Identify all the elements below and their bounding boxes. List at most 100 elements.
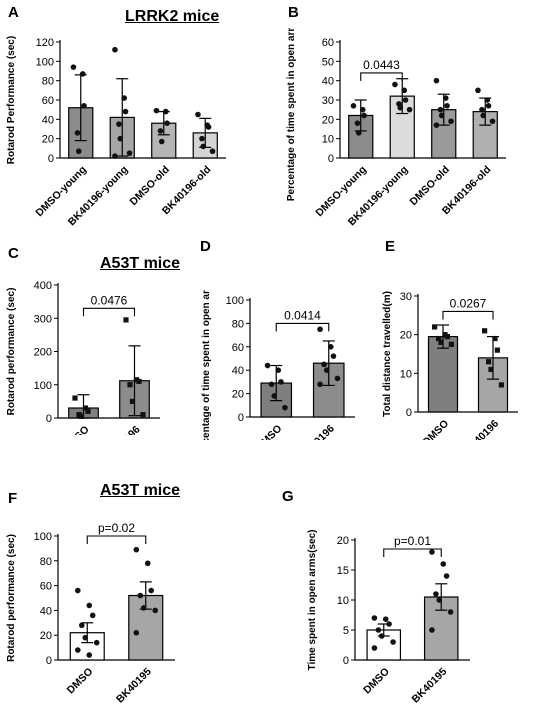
data-point-d-1 <box>327 344 334 350</box>
data-point-d-0 <box>282 404 288 411</box>
panel-label-b: B <box>288 4 299 21</box>
panel-label-f: F <box>8 490 18 507</box>
data-point-b-0 <box>350 103 357 109</box>
chart-g: 0 5 10 15 20 Time spent in open arms(sec) DMSO… <box>307 530 470 705</box>
data-point-e-0 <box>444 334 450 340</box>
group-title-a53t-bottom: A53T mice <box>100 482 181 499</box>
panel-label-g: G <box>282 488 294 505</box>
data-point-a-3 <box>199 135 205 142</box>
data-point-c-1 <box>129 398 136 404</box>
significance-bracket-d <box>275 322 330 332</box>
data-point-b-3 <box>484 97 491 103</box>
y-tick-label-e: 0 <box>406 407 412 419</box>
data-point-b-0 <box>361 112 367 119</box>
data-point-g-1 <box>433 591 439 597</box>
y-axis-label-e: Total distance travelled(m) <box>382 291 393 417</box>
y-tick-label-a: 0 <box>48 153 54 165</box>
data-point-e-0 <box>432 324 438 330</box>
x-tick-label-e-1: BK40196 <box>461 418 501 440</box>
data-point-b-2 <box>433 122 440 128</box>
data-point-b-2 <box>444 103 450 109</box>
data-point-a-0 <box>79 71 86 77</box>
data-point-b-3 <box>480 112 487 119</box>
data-point-b-1 <box>402 97 409 103</box>
y-axis-label-f: Rotarod performance (sec) <box>6 534 17 662</box>
p-value-label-e: 0.0267 <box>450 296 487 310</box>
panel-label-d: D <box>200 238 211 255</box>
y-axis-label-c: Rotarod performance (sec) <box>6 288 17 416</box>
data-point-d-1 <box>321 361 327 368</box>
data-point-a-2 <box>158 138 165 145</box>
y-tick-label-b: 20 <box>322 114 334 126</box>
data-point-f-1 <box>152 607 159 614</box>
y-tick-label-c: 0 <box>46 413 52 425</box>
data-point-b-1 <box>397 104 404 111</box>
y-tick-label-f: 20 <box>40 630 52 642</box>
data-point-b-1 <box>401 87 408 94</box>
x-tick-label-c-1: BK40196 <box>103 424 143 435</box>
data-point-a-1 <box>112 46 118 53</box>
y-tick-label-f: 80 <box>40 556 52 568</box>
y-tick-label-a: 80 <box>42 76 54 88</box>
y-tick-label-g: 10 <box>337 595 349 607</box>
data-point-d-0 <box>264 362 271 369</box>
data-point-a-2 <box>164 120 170 126</box>
bar-e-0 <box>427 335 459 413</box>
chart-f: 0 20 40 60 80 100 Rotarod performance (sec) DMS… <box>6 522 175 705</box>
data-point-g-0 <box>390 639 396 645</box>
x-tick-label-f-0: DMSO <box>65 666 96 697</box>
y-tick-label-b: 40 <box>322 76 334 88</box>
data-point-a-0 <box>81 103 87 109</box>
data-point-b-2 <box>433 77 440 84</box>
x-tick-label-d-0: DMSO <box>254 423 285 440</box>
significance-bracket-b <box>360 72 403 81</box>
data-point-e-1 <box>486 359 492 365</box>
significance-bracket-f <box>86 535 147 544</box>
data-point-g-0 <box>371 615 378 621</box>
data-point-c-1 <box>136 378 142 385</box>
chart-c: 0 100 200 300 400 Rotarod performance (sec) DM… <box>6 280 160 435</box>
y-tick-label-g: 15 <box>337 565 349 577</box>
x-tick-label-c-0: DMSO <box>61 424 92 435</box>
data-point-a-2 <box>157 128 164 134</box>
data-point-f-1 <box>144 560 151 567</box>
data-point-e-1 <box>492 335 498 342</box>
data-point-d-1 <box>317 326 323 333</box>
data-point-f-1 <box>133 629 140 636</box>
y-tick-label-f: 60 <box>40 581 52 593</box>
data-point-b-3 <box>489 118 496 125</box>
data-point-b-3 <box>475 87 481 94</box>
data-point-c-0 <box>85 408 91 414</box>
x-tick-label-e-0: DMSO <box>420 418 451 440</box>
y-axis-label-d: Percentage of time spent in open arms (%… <box>201 290 212 440</box>
data-point-a-1 <box>122 108 129 115</box>
data-point-e-1 <box>488 366 494 373</box>
significance-bracket-g <box>383 548 442 557</box>
data-point-b-0 <box>359 106 366 113</box>
data-point-a-0 <box>70 64 77 70</box>
data-point-b-3 <box>485 103 492 109</box>
data-point-a-1 <box>126 150 133 156</box>
data-point-f-1 <box>140 605 147 611</box>
data-point-f-0 <box>89 612 96 619</box>
data-point-g-0 <box>382 616 389 622</box>
data-point-b-1 <box>392 81 398 88</box>
data-point-g-1 <box>429 549 435 555</box>
data-point-b-1 <box>406 106 413 113</box>
y-tick-label-f: 40 <box>40 605 52 617</box>
p-value-label-g: p=0.01 <box>394 534 431 548</box>
x-tick-label-g-0: DMSO <box>361 666 392 697</box>
group-title-lrrk2: LRRK2 mice <box>125 8 220 25</box>
y-tick-label-e: 30 <box>400 291 412 303</box>
x-tick-label-a-2: DMSO-old <box>128 164 172 208</box>
data-point-a-3 <box>209 148 216 155</box>
group-title-a53t-top: A53T mice <box>100 255 181 272</box>
data-point-f-0 <box>86 652 93 658</box>
data-point-a-0 <box>75 148 82 155</box>
y-tick-label-d: 100 <box>226 295 244 307</box>
data-point-f-0 <box>82 634 89 641</box>
p-value-label-d: 0.0414 <box>284 308 321 322</box>
data-point-e-1 <box>498 382 504 388</box>
data-point-e-0 <box>438 339 444 345</box>
data-point-c-0 <box>78 413 85 419</box>
